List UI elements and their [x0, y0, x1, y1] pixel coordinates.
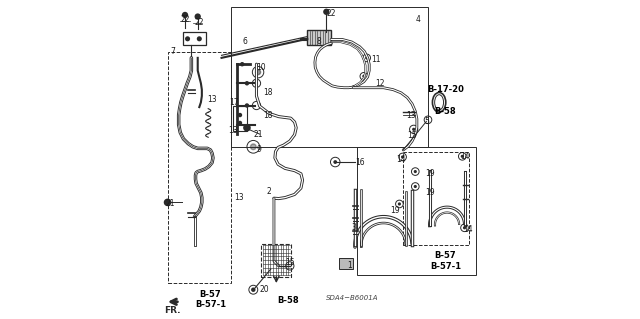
Text: FR.: FR.	[164, 306, 180, 315]
Circle shape	[196, 36, 202, 41]
Circle shape	[240, 62, 244, 66]
Text: 18: 18	[263, 111, 273, 120]
Bar	[168, 51, 231, 283]
Text: 14: 14	[463, 225, 472, 234]
Text: 14: 14	[460, 152, 469, 161]
Bar	[261, 244, 291, 277]
Text: 19: 19	[390, 206, 399, 215]
Text: 12: 12	[376, 79, 385, 88]
Text: 14: 14	[396, 155, 406, 164]
Text: B-57
B-57-1: B-57 B-57-1	[430, 251, 461, 271]
Text: B-58: B-58	[435, 108, 456, 116]
Bar	[339, 258, 353, 269]
Circle shape	[365, 56, 368, 59]
Circle shape	[185, 36, 190, 41]
Text: 15: 15	[285, 258, 294, 267]
Text: B-58: B-58	[277, 296, 299, 305]
Text: 22: 22	[180, 15, 189, 24]
Circle shape	[182, 12, 188, 18]
Circle shape	[461, 155, 464, 158]
Text: 5: 5	[425, 117, 429, 126]
Bar	[184, 33, 205, 45]
Text: 16: 16	[355, 158, 365, 167]
Text: 11: 11	[371, 55, 380, 64]
Circle shape	[237, 121, 242, 125]
Circle shape	[398, 202, 401, 205]
Bar	[403, 152, 469, 245]
Text: B-57
B-57-1: B-57 B-57-1	[195, 290, 226, 309]
Text: 17: 17	[230, 98, 239, 107]
Text: 18: 18	[263, 88, 273, 97]
Text: 15: 15	[407, 131, 417, 140]
Circle shape	[333, 160, 337, 164]
Circle shape	[244, 81, 249, 85]
Bar	[231, 7, 428, 147]
Text: 6: 6	[242, 38, 247, 47]
Text: 19: 19	[425, 188, 435, 197]
Text: 21: 21	[253, 130, 263, 138]
Circle shape	[243, 124, 251, 131]
Text: 10: 10	[257, 63, 266, 72]
Circle shape	[195, 13, 201, 20]
Text: 21: 21	[166, 199, 175, 208]
Text: SDA4−B6001A: SDA4−B6001A	[326, 295, 378, 301]
Circle shape	[164, 198, 172, 206]
Text: 1: 1	[347, 261, 352, 271]
Circle shape	[412, 128, 415, 131]
Circle shape	[463, 226, 466, 229]
Text: 7: 7	[171, 47, 175, 56]
Text: B-17-20: B-17-20	[427, 85, 464, 94]
Text: 19: 19	[425, 169, 435, 178]
Circle shape	[413, 170, 417, 173]
Bar	[339, 258, 353, 269]
Text: 3: 3	[352, 223, 356, 232]
Text: 13: 13	[406, 111, 415, 120]
Circle shape	[323, 9, 330, 15]
Text: 13: 13	[228, 126, 237, 135]
Circle shape	[244, 103, 249, 108]
Text: 8: 8	[317, 38, 321, 47]
Text: 9: 9	[257, 145, 261, 154]
Circle shape	[401, 155, 404, 159]
Circle shape	[413, 185, 417, 188]
Text: 4: 4	[415, 15, 420, 24]
Bar	[356, 147, 476, 275]
Circle shape	[237, 113, 242, 117]
Text: 22: 22	[195, 19, 204, 27]
Text: 13: 13	[207, 95, 217, 104]
Bar	[307, 30, 331, 45]
Bar	[307, 30, 331, 45]
Circle shape	[251, 287, 255, 292]
Circle shape	[362, 75, 365, 78]
Circle shape	[250, 144, 256, 150]
Bar	[233, 106, 247, 131]
Text: 2: 2	[266, 187, 271, 196]
Text: 20: 20	[260, 285, 269, 294]
Circle shape	[255, 70, 260, 75]
Text: 22: 22	[326, 9, 336, 18]
Text: 13: 13	[234, 193, 244, 202]
